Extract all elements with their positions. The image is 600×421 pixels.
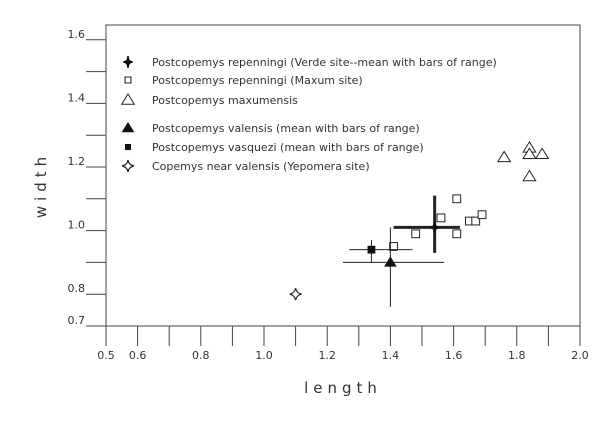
legend-item: Postcopemys repenningi (Maxum site) xyxy=(124,74,363,87)
series-group xyxy=(343,227,445,307)
filled-diamond-marker xyxy=(123,55,133,69)
x-tick-label: 0.8 xyxy=(192,349,210,362)
open-square-marker xyxy=(411,229,421,239)
x-tick-label: 1.4 xyxy=(382,349,400,362)
filled-square-marker xyxy=(125,144,131,150)
filled-diamond-marker xyxy=(429,221,440,234)
open-star-marker xyxy=(289,288,302,301)
filled-triangle-marker xyxy=(121,122,135,133)
open-triangle-marker xyxy=(496,150,512,163)
x-tick-label: 1.6 xyxy=(445,349,463,362)
y-tick-label: 0.7 xyxy=(68,314,86,327)
legend-item: Postcopemys maxumensis xyxy=(120,93,298,107)
legend-label: Postcopemys valensis (mean with bars of … xyxy=(152,122,420,135)
x-tick-label: 0.5 xyxy=(97,349,115,362)
filled-square-marker xyxy=(367,245,376,254)
open-square-marker xyxy=(389,242,398,251)
legend-item: Postcopemys repenningi (Verde site--mean… xyxy=(123,55,497,69)
x-tick-label: 1.0 xyxy=(255,349,273,362)
series-group xyxy=(393,195,460,253)
legend-label: Postcopemys repenningi (Maxum site) xyxy=(152,74,363,87)
y-axis-label: width xyxy=(32,152,50,218)
open-square-marker xyxy=(452,194,462,204)
open-triangle-marker xyxy=(522,147,537,159)
x-tick-label: 1.8 xyxy=(508,349,526,362)
open-square-marker xyxy=(124,76,132,84)
open-star-marker xyxy=(121,159,135,173)
x-tick-label: 2.0 xyxy=(571,349,589,362)
x-tick-label: 1.2 xyxy=(318,349,336,362)
y-tick-label: 1.4 xyxy=(68,91,86,104)
y-tick-label: 1.0 xyxy=(68,219,86,232)
legend-item: Postcopemys vasquezi (mean with bars of … xyxy=(125,141,424,154)
open-triangle-marker xyxy=(534,147,550,159)
series-group xyxy=(289,288,302,301)
open-square-marker xyxy=(477,210,487,220)
open-triangle-marker xyxy=(522,169,537,182)
open-triangle-marker xyxy=(120,93,136,105)
open-square-marker xyxy=(471,216,481,226)
legend-label: Postcopemys repenningi (Verde site--mean… xyxy=(152,56,497,69)
x-tick-label: 0.6 xyxy=(129,349,147,362)
open-square-marker xyxy=(436,213,446,223)
series-group xyxy=(389,194,487,251)
plot-frame xyxy=(105,24,581,327)
legend-label: Postcopemys vasquezi (mean with bars of … xyxy=(152,141,424,154)
open-square-marker xyxy=(452,229,462,239)
legend-item: Copemys near valensis (Yepomera site) xyxy=(121,159,370,173)
y-tick-label: 1.2 xyxy=(68,155,86,168)
y-tick-label: 1.6 xyxy=(68,28,86,41)
legend-label: Copemys near valensis (Yepomera site) xyxy=(152,160,370,173)
series-group xyxy=(496,140,550,182)
series-group xyxy=(349,240,413,263)
x-axis-label: length xyxy=(304,379,382,397)
legend-label: Postcopemys maxumensis xyxy=(152,94,298,107)
legend-item: Postcopemys valensis (mean with bars of … xyxy=(121,122,420,135)
y-tick-label: 0.8 xyxy=(68,282,86,295)
filled-triangle-marker xyxy=(384,256,397,267)
